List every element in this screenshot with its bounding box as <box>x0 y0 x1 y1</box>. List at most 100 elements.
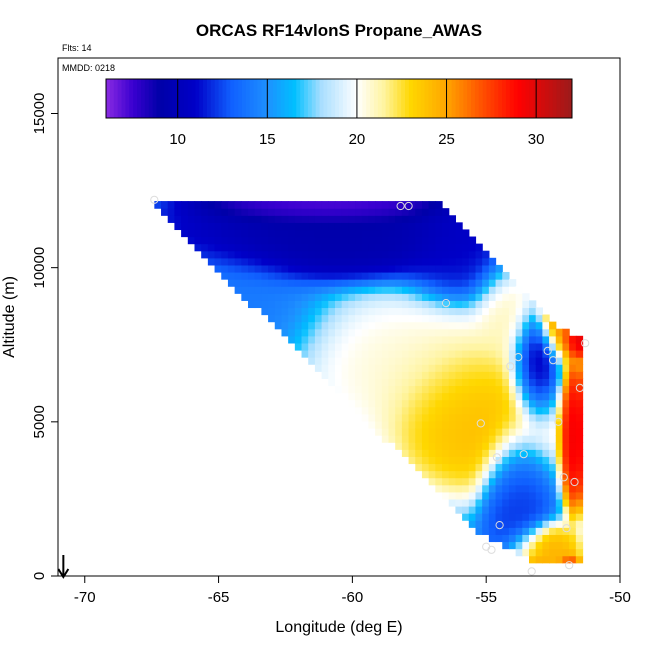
heatmap-cell <box>575 534 584 543</box>
heatmap-cell <box>575 456 584 465</box>
heatmap-cell <box>381 420 390 429</box>
heatmap-cell <box>381 378 390 387</box>
heatmap-cell <box>261 300 269 309</box>
heatmap-cell <box>442 257 450 266</box>
heatmap-cell <box>515 456 523 465</box>
heatmap-cell <box>375 293 383 301</box>
heatmap-cell <box>227 250 236 259</box>
heatmap-cell <box>321 349 329 358</box>
heatmap-cell <box>549 428 557 436</box>
heatmap-cell <box>421 364 430 372</box>
heatmap-cell <box>475 399 483 408</box>
heatmap-cell <box>395 357 403 365</box>
heatmap-cell <box>381 314 390 323</box>
heatmap-cell <box>535 541 543 550</box>
heatmap-cell <box>241 286 249 294</box>
heatmap-cell <box>415 371 423 379</box>
heatmap-cell <box>475 271 483 280</box>
heatmap-cell <box>475 442 483 450</box>
heatmap-cell <box>361 243 370 252</box>
heatmap-cell <box>475 314 483 323</box>
heatmap-cell <box>375 314 383 323</box>
heatmap-cell <box>542 413 550 422</box>
heatmap-cell <box>488 314 497 323</box>
heatmap-cell <box>301 201 309 209</box>
heatmap-cell <box>502 520 510 528</box>
heatmap-cell <box>415 399 423 408</box>
heatmap-cell <box>375 342 383 351</box>
heatmap-cell <box>468 477 477 486</box>
heatmap-cell <box>227 215 236 223</box>
heatmap-cell <box>421 399 430 408</box>
heatmap-cell <box>375 428 383 436</box>
heatmap-cell <box>562 449 570 457</box>
heatmap-cell <box>375 328 383 337</box>
heatmap-cell <box>314 307 323 316</box>
heatmap-cell <box>421 236 430 245</box>
x-tick-label: -60 <box>342 589 364 606</box>
heatmap-cell <box>288 243 296 252</box>
heatmap-cell <box>388 243 396 252</box>
heatmap-cell <box>462 413 470 422</box>
heatmap-cell <box>442 286 450 294</box>
heatmap-cell <box>194 215 202 223</box>
heatmap-cell <box>502 328 510 337</box>
heatmap-cell <box>549 385 557 394</box>
heatmap-cell <box>355 371 363 379</box>
heatmap-cell <box>569 442 577 450</box>
heatmap-cell <box>395 257 403 266</box>
heatmap-cell <box>488 342 497 351</box>
heatmap-cell <box>475 385 483 394</box>
down-arrow-icon <box>57 555 70 579</box>
heatmap-cell <box>334 257 343 266</box>
heatmap-cell <box>368 271 376 280</box>
heatmap-cell <box>529 406 537 415</box>
heatmap-cell <box>488 456 497 465</box>
heatmap-cell <box>388 385 396 394</box>
heatmap-cell <box>207 201 216 209</box>
heatmap-cell <box>535 420 543 429</box>
heatmap-cell <box>542 520 550 528</box>
heatmap-cell <box>334 208 343 216</box>
heatmap-cell <box>321 307 329 316</box>
heatmap-cell <box>448 222 457 231</box>
heatmap-cell <box>495 506 503 514</box>
colorbar-swatch <box>424 79 429 118</box>
heatmap-cell <box>462 491 470 500</box>
heatmap-cell <box>529 321 537 330</box>
colorbar-swatch <box>144 79 150 118</box>
heatmap-cell <box>442 349 450 358</box>
heatmap-cell <box>435 442 443 450</box>
heatmap-cell <box>261 271 269 280</box>
heatmap-cell <box>549 520 557 528</box>
heatmap-cell <box>428 279 436 287</box>
heatmap-cell <box>241 243 249 252</box>
heatmap-cell <box>442 208 450 216</box>
heatmap-cell <box>435 279 443 287</box>
heatmap-cell <box>562 335 570 344</box>
heatmap-cell <box>575 420 584 429</box>
heatmap-cell <box>442 314 450 323</box>
heatmap-cell <box>442 271 450 280</box>
heatmap-cell <box>234 286 242 294</box>
heatmap-cell <box>482 307 490 316</box>
heatmap-cell <box>301 271 309 280</box>
heatmap-cell <box>562 413 570 422</box>
heatmap-cell <box>428 470 436 479</box>
heatmap-cell <box>542 498 550 507</box>
colorbar-tick-label: 10 <box>169 131 186 148</box>
heatmap-cell <box>268 222 276 231</box>
heatmap-cell <box>355 208 363 216</box>
heatmap-cell <box>462 442 470 450</box>
heatmap-cell <box>334 371 343 379</box>
heatmap-cell <box>435 314 443 323</box>
heatmap-cell <box>435 357 443 365</box>
heatmap-cell <box>442 385 450 394</box>
heatmap-cell <box>482 250 490 259</box>
heatmap-cell <box>515 399 523 408</box>
heatmap-cell <box>535 470 543 479</box>
colorbar-swatch <box>241 79 247 118</box>
heatmap-cell <box>375 371 383 379</box>
heatmap-cell <box>448 435 457 443</box>
heatmap-cell <box>575 357 584 365</box>
